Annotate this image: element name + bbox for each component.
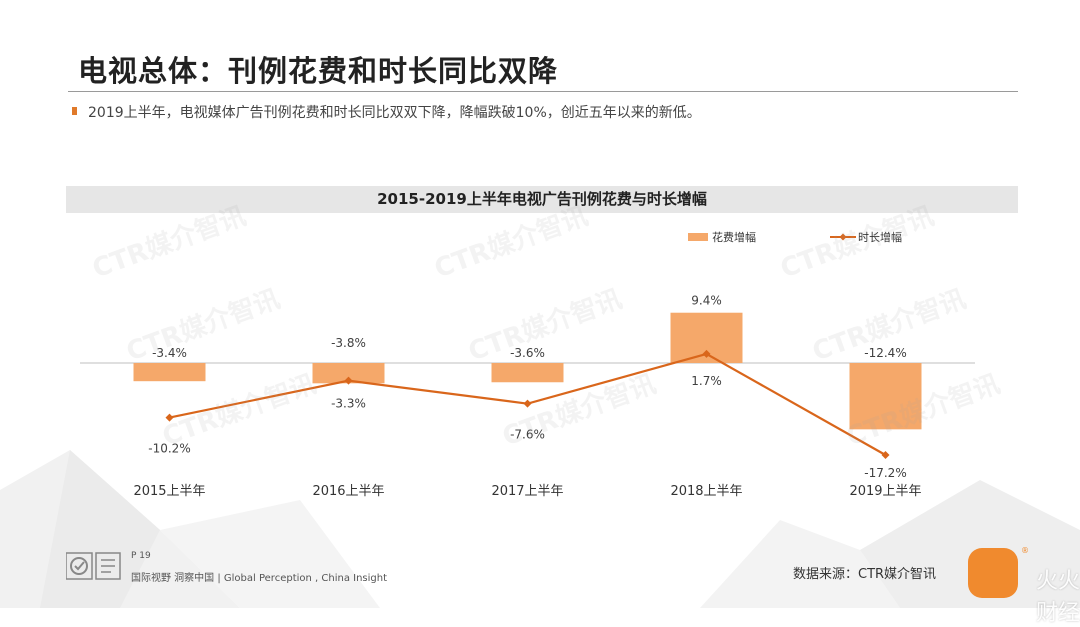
footer-tagline: 国际视野 洞察中国 | Global Perception , China In… — [131, 573, 388, 584]
line-value-label: -10.2% — [148, 442, 190, 456]
title-divider — [68, 91, 1018, 92]
brand-watermark-text: 火火财经 — [1036, 569, 1080, 626]
x-tick-label: 2019上半年 — [849, 484, 921, 499]
line-point-marker — [523, 399, 532, 408]
bar-value-label: 9.4% — [691, 294, 722, 308]
background-polygons — [0, 450, 1080, 608]
bar-value-label: -3.4% — [152, 346, 187, 360]
x-tick-label: 2016上半年 — [312, 484, 384, 499]
certification-logo — [66, 552, 121, 580]
bar-2015上半年 — [133, 363, 206, 382]
registered-mark-icon: ® — [1021, 546, 1029, 555]
bar-2017上半年 — [491, 363, 564, 383]
bar-value-label: -3.8% — [331, 336, 366, 350]
line-point-marker — [881, 451, 890, 460]
data-source: 数据来源：CTR媒介智讯 — [793, 567, 937, 582]
bar-2016上半年 — [312, 363, 385, 384]
legend-bar-swatch — [688, 233, 708, 241]
legend-label: 花费增幅 — [712, 230, 756, 244]
line-point-marker — [165, 413, 174, 422]
line-value-label: -7.6% — [510, 428, 545, 442]
legend-label: 时长增幅 — [858, 230, 902, 244]
summary-text: 2019上半年，电视媒体广告刊例花费和时长同比双双下降，降幅跌破10%，创近五年… — [88, 105, 701, 121]
x-tick-label: 2015上半年 — [133, 484, 205, 499]
bullet-marker — [72, 107, 77, 115]
legend-line-marker — [839, 233, 847, 241]
line-value-label: -3.3% — [331, 397, 366, 411]
chart: -3.4% -3.8% -3.6% 9.4% -12.4% -10.2% -3.3% -7.6… — [80, 230, 975, 499]
brand-logo — [968, 548, 1018, 598]
line-point-marker — [702, 349, 711, 358]
line-point-marker — [344, 376, 353, 385]
page-number: P 19 — [131, 551, 151, 561]
x-tick-label: 2017上半年 — [491, 484, 563, 499]
bar-2019上半年 — [849, 363, 922, 430]
x-tick-label: 2018上半年 — [670, 484, 742, 499]
line-value-label: 1.7% — [691, 374, 722, 388]
bar-value-label: -12.4% — [864, 346, 906, 360]
chart-title-band — [66, 186, 1018, 213]
chart-title: 2015-2019上半年电视广告刊例花费与时长增幅 — [377, 190, 707, 208]
bar-value-label: -3.6% — [510, 346, 545, 360]
line-value-label: -17.2% — [864, 466, 906, 480]
page-title: 电视总体：刊例花费和时长同比双降 — [78, 54, 559, 88]
